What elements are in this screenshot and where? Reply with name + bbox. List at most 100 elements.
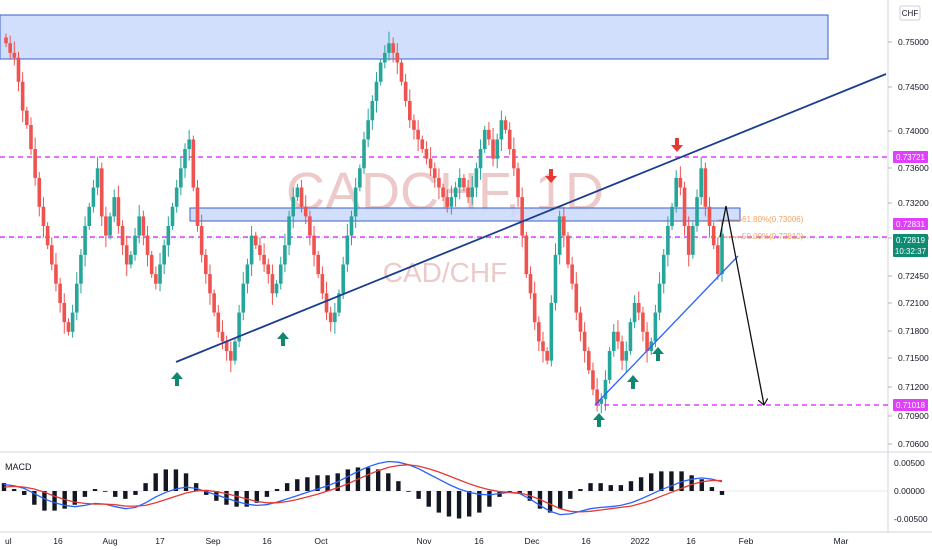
candle-body bbox=[420, 139, 425, 150]
candle-body bbox=[566, 235, 570, 265]
candle-body bbox=[341, 264, 345, 294]
price-tick-label: 0.74000 bbox=[898, 126, 929, 136]
candle-body bbox=[224, 341, 229, 352]
macd-bar bbox=[568, 491, 573, 499]
price-pane[interactable] bbox=[0, 0, 888, 452]
candle-body bbox=[624, 351, 629, 361]
supply-zone-mid[interactable] bbox=[189, 207, 741, 222]
short-trendline[interactable] bbox=[594, 255, 739, 406]
candle bbox=[445, 189, 450, 213]
candle-body bbox=[674, 177, 679, 207]
candle bbox=[112, 189, 117, 223]
candle bbox=[8, 35, 12, 59]
candle bbox=[308, 210, 312, 246]
candle-body bbox=[424, 149, 429, 159]
candle bbox=[303, 195, 308, 225]
candle bbox=[478, 139, 483, 180]
candle-body bbox=[312, 235, 316, 255]
long-trendline[interactable] bbox=[175, 73, 887, 363]
candle-body bbox=[516, 168, 520, 198]
candle bbox=[212, 289, 216, 317]
candle-body bbox=[682, 187, 687, 226]
candle bbox=[678, 166, 683, 196]
macd-bar bbox=[325, 475, 330, 491]
candle bbox=[337, 289, 341, 317]
candle bbox=[316, 251, 321, 278]
macd-bar bbox=[133, 491, 138, 495]
candle-body bbox=[16, 57, 21, 82]
macd-bar bbox=[163, 469, 169, 491]
price-tick-label: 0.73200 bbox=[898, 198, 929, 208]
candle-body bbox=[270, 274, 275, 294]
macd-bar bbox=[507, 491, 512, 492]
candle bbox=[320, 266, 325, 300]
candle bbox=[233, 337, 237, 365]
candle bbox=[641, 306, 645, 342]
candle-body bbox=[74, 283, 79, 313]
candle bbox=[79, 249, 83, 294]
time-axis[interactable]: ul 16 Aug 17 Sep 16 Oct Nov 16 Dec 16 2022 16 Feb Mar bbox=[5, 536, 848, 546]
candle-body bbox=[491, 139, 495, 159]
candle-body bbox=[541, 341, 545, 352]
price-label-text: 0.72819 bbox=[896, 236, 925, 245]
time-tick-label: 16 bbox=[474, 536, 484, 546]
macd-bar bbox=[295, 479, 300, 491]
currency-badge[interactable] bbox=[899, 5, 921, 21]
candle-body bbox=[399, 62, 404, 82]
candle bbox=[91, 179, 96, 213]
candle bbox=[682, 181, 687, 236]
candle-body bbox=[195, 187, 200, 226]
candle bbox=[74, 272, 79, 321]
buy-arrow-4 bbox=[627, 375, 639, 389]
candle bbox=[449, 185, 454, 215]
candle bbox=[562, 206, 566, 248]
currency-badge-text: CHF bbox=[902, 9, 919, 18]
candle-body bbox=[720, 233, 724, 275]
candle bbox=[83, 216, 87, 267]
candle-body bbox=[20, 81, 25, 111]
candle bbox=[474, 162, 479, 198]
candle-body bbox=[574, 283, 579, 313]
macd-bar bbox=[204, 491, 209, 495]
candle bbox=[462, 174, 466, 192]
candle bbox=[366, 108, 370, 148]
macd-bar bbox=[102, 491, 108, 492]
macd-bar bbox=[345, 469, 351, 491]
candle bbox=[253, 231, 258, 250]
macd-bar bbox=[649, 473, 654, 491]
candle bbox=[33, 137, 37, 186]
macd-bar bbox=[264, 491, 270, 497]
projection-arrow[interactable] bbox=[719, 205, 764, 405]
candle bbox=[58, 277, 62, 313]
candle-body bbox=[283, 245, 287, 265]
supply-zone-top[interactable] bbox=[0, 14, 829, 60]
candle bbox=[224, 335, 229, 361]
candle bbox=[607, 347, 612, 384]
candle bbox=[278, 256, 283, 290]
macd-bar bbox=[719, 491, 725, 495]
time-tick-label: Mar bbox=[834, 536, 849, 546]
candle-body bbox=[620, 341, 624, 361]
candle bbox=[208, 264, 212, 305]
candle-body bbox=[466, 187, 470, 198]
candle-body bbox=[353, 187, 358, 217]
candle bbox=[591, 362, 595, 396]
macd-bar bbox=[477, 491, 482, 513]
candle-body bbox=[104, 216, 108, 236]
candle bbox=[507, 122, 512, 155]
candle-body bbox=[691, 226, 695, 255]
macd-pane[interactable] bbox=[0, 452, 888, 532]
macd-bar bbox=[618, 485, 624, 491]
candle-body bbox=[49, 245, 54, 265]
candle-body bbox=[595, 389, 599, 404]
candle bbox=[703, 162, 708, 217]
macd-bar bbox=[365, 467, 371, 491]
price-axis[interactable]: 0.75000 0.74500 0.74000 0.73600 0.73200 0.728… bbox=[888, 37, 929, 449]
price-tick-label: 0.72100 bbox=[898, 298, 929, 308]
candle bbox=[141, 210, 146, 246]
candle-body bbox=[395, 52, 400, 63]
candle bbox=[707, 197, 712, 238]
candle bbox=[187, 129, 191, 161]
candle-body bbox=[91, 187, 96, 207]
